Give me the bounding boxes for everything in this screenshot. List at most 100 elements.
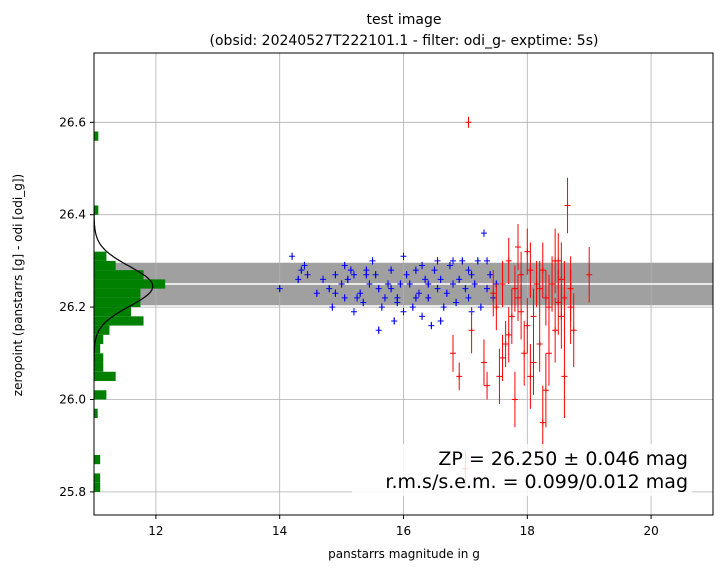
x-tick-label: 14 xyxy=(272,524,287,538)
y-tick-label: 26.0 xyxy=(59,393,86,407)
used-point xyxy=(419,313,426,320)
histogram-bar xyxy=(94,344,101,354)
used-point xyxy=(415,290,422,297)
used-point xyxy=(465,294,472,301)
used-point xyxy=(378,304,385,311)
used-point xyxy=(375,327,382,334)
x-tick-label: 12 xyxy=(148,524,163,538)
histogram-bar xyxy=(94,279,166,289)
histogram-bar xyxy=(94,482,101,492)
used-point xyxy=(437,317,444,324)
rejected-point xyxy=(530,313,537,320)
histogram-bar xyxy=(94,473,101,483)
used-point xyxy=(419,262,426,269)
used-point xyxy=(437,276,444,283)
rejected-point xyxy=(570,327,577,334)
rejected-point xyxy=(511,285,518,292)
used-point xyxy=(332,271,339,278)
used-point xyxy=(381,294,388,301)
histogram-bar xyxy=(94,371,116,382)
used-point xyxy=(388,285,395,292)
used-point xyxy=(446,262,453,269)
used-point xyxy=(372,271,379,278)
used-point xyxy=(304,271,311,278)
used-point xyxy=(434,257,441,264)
used-point xyxy=(474,257,481,264)
histogram-bar xyxy=(94,362,104,372)
rejected-point xyxy=(533,281,540,287)
histogram-bar xyxy=(94,316,144,326)
used-point xyxy=(459,257,466,264)
used-point xyxy=(453,299,460,306)
used-point xyxy=(471,281,478,287)
rejected-point xyxy=(508,313,515,320)
used-point xyxy=(385,281,392,287)
rejected-point xyxy=(555,299,562,306)
used-point xyxy=(406,281,413,287)
used-point xyxy=(487,271,494,278)
histogram-bar xyxy=(94,408,98,418)
rejected-point xyxy=(490,290,497,297)
rejected-point xyxy=(505,331,512,338)
rejected-point xyxy=(549,281,556,287)
used-point xyxy=(468,271,475,278)
y-axis-title: zeropoint (panstarrs [g] - odi [odi_g]) xyxy=(11,174,25,396)
rejected-point xyxy=(539,267,546,274)
used-point xyxy=(480,230,487,237)
histogram-bar xyxy=(94,131,99,141)
rejected-point xyxy=(536,285,543,292)
used-point xyxy=(360,299,367,306)
used-point xyxy=(363,271,370,278)
rejected-point xyxy=(545,350,552,357)
rejected-point xyxy=(518,271,525,278)
used-point xyxy=(425,294,432,301)
rejected-point xyxy=(542,387,549,394)
used-point xyxy=(412,267,419,274)
rejected-point xyxy=(539,419,546,426)
x-axis-title: panstarrs magnitude in g xyxy=(328,547,480,561)
used-point xyxy=(450,257,457,264)
rms-annotation: r.m.s/s.e.m. = 0.099/0.012 mag xyxy=(385,471,688,493)
used-point xyxy=(477,304,484,311)
rejected-point xyxy=(515,244,522,251)
used-point xyxy=(350,308,357,315)
used-point xyxy=(298,267,305,274)
used-point xyxy=(456,276,463,283)
used-point xyxy=(341,262,348,269)
histogram-bar xyxy=(94,260,116,271)
rejected-point xyxy=(502,341,509,348)
chart-title: test image xyxy=(367,12,442,28)
used-point xyxy=(400,253,407,260)
used-point xyxy=(431,267,438,274)
rejected-point xyxy=(527,373,534,380)
rejected-point xyxy=(499,281,506,287)
used-point xyxy=(344,276,351,283)
rejected-point xyxy=(542,294,549,301)
used-point xyxy=(375,285,382,292)
rejected-point xyxy=(567,304,574,311)
histogram-bar xyxy=(94,288,141,298)
rejected-point xyxy=(505,257,512,264)
rejected-point xyxy=(468,327,475,334)
annotation-box xyxy=(352,444,692,496)
rejected-point xyxy=(456,373,463,380)
used-point xyxy=(329,304,336,311)
x-tick-label: 18 xyxy=(520,524,535,538)
rejected-point xyxy=(480,359,487,366)
rejected-point xyxy=(564,202,571,209)
used-point xyxy=(301,262,308,269)
used-point xyxy=(332,290,339,297)
rejected-point xyxy=(527,267,534,274)
rejected-point xyxy=(515,294,522,301)
histogram-bar xyxy=(94,334,104,345)
rejected-point xyxy=(521,350,528,357)
rejected-point xyxy=(499,354,506,361)
used-point xyxy=(412,294,419,301)
rejected-point xyxy=(484,382,491,389)
x-tick-label: 16 xyxy=(396,524,411,538)
rejected-point xyxy=(493,304,500,311)
used-point xyxy=(450,281,457,287)
used-point xyxy=(276,285,283,292)
used-point xyxy=(422,276,429,283)
